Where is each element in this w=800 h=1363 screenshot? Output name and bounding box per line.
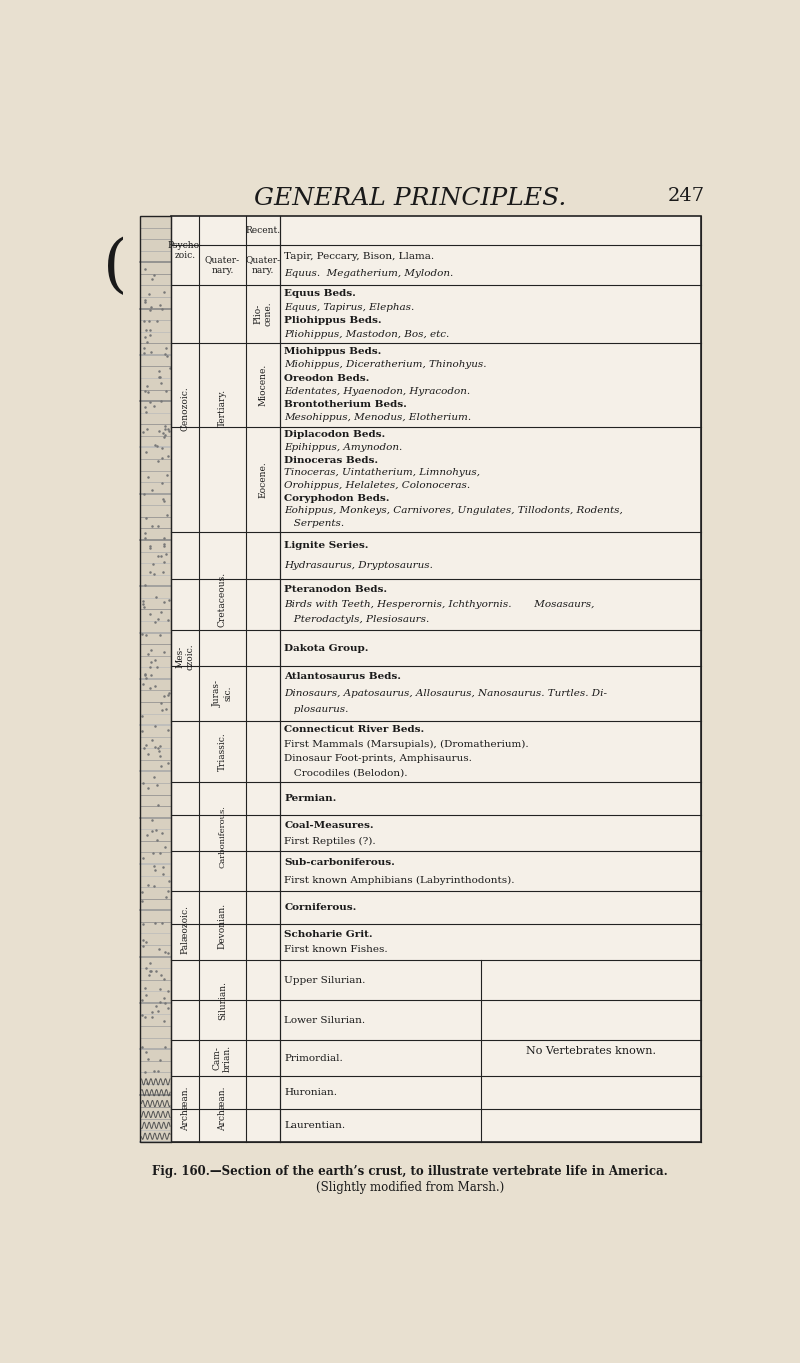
- Text: Devonian.: Devonian.: [218, 902, 227, 949]
- Text: Fig. 160.—Section of the earth’s crust, to illustrate vertebrate life in America: Fig. 160.—Section of the earth’s crust, …: [152, 1164, 668, 1178]
- Text: Pliohippus, Mastodon, Bos, etc.: Pliohippus, Mastodon, Bos, etc.: [284, 330, 450, 339]
- Text: (: (: [103, 237, 128, 298]
- Text: (Slightly modified from Marsh.): (Slightly modified from Marsh.): [316, 1182, 504, 1194]
- Text: Carboniferous.: Carboniferous.: [218, 806, 226, 868]
- Text: Miocene.: Miocene.: [258, 364, 267, 406]
- Text: First known Fishes.: First known Fishes.: [284, 946, 388, 954]
- Text: Permian.: Permian.: [284, 795, 337, 803]
- Text: Coryphodon Beds.: Coryphodon Beds.: [284, 493, 390, 503]
- Text: Schoharie Grit.: Schoharie Grit.: [284, 930, 373, 939]
- Text: Pteranodon Beds.: Pteranodon Beds.: [284, 585, 387, 593]
- Text: Corniferous.: Corniferous.: [284, 904, 357, 912]
- Text: Tertiary.: Tertiary.: [218, 390, 227, 428]
- Text: Equus.  Megatherium, Mylodon.: Equus. Megatherium, Mylodon.: [284, 270, 454, 278]
- Text: Dinosaurs, Apatosaurus, Allosaurus, Nanosaurus. Turtles. Di-: Dinosaurs, Apatosaurus, Allosaurus, Nano…: [284, 688, 607, 698]
- Text: Triassic.: Triassic.: [218, 732, 227, 771]
- Text: Silurian.: Silurian.: [218, 980, 227, 1020]
- Text: Eocene.: Eocene.: [258, 461, 267, 497]
- Text: Dinoceras Beds.: Dinoceras Beds.: [284, 455, 378, 465]
- Text: 247: 247: [667, 187, 705, 204]
- Text: Cam-
brian.: Cam- brian.: [213, 1044, 232, 1071]
- Text: Equus Beds.: Equus Beds.: [284, 289, 356, 298]
- Text: Dinosaur Foot-prints, Amphisaurus.: Dinosaur Foot-prints, Amphisaurus.: [284, 754, 472, 763]
- Text: Equus, Tapirus, Elephas.: Equus, Tapirus, Elephas.: [284, 303, 414, 312]
- Text: Dakota Group.: Dakota Group.: [284, 643, 369, 653]
- Text: plosaurus.: plosaurus.: [284, 706, 349, 714]
- Text: Quater-
nary.: Quater- nary.: [245, 255, 280, 275]
- Text: No Vertebrates known.: No Vertebrates known.: [526, 1045, 656, 1056]
- Text: Mes-
ozoic.: Mes- ozoic.: [175, 643, 195, 671]
- Text: Huronian.: Huronian.: [284, 1088, 337, 1097]
- Text: Epihippus, Amynodon.: Epihippus, Amynodon.: [284, 443, 402, 453]
- Text: Quater-
nary.: Quater- nary.: [205, 255, 240, 275]
- Text: First known Amphibians (Labyrinthodonts).: First known Amphibians (Labyrinthodonts)…: [284, 875, 514, 885]
- Text: First Mammals (Marsupials), (Dromatherium).: First Mammals (Marsupials), (Dromatheriu…: [284, 740, 529, 748]
- Text: Cenozoic.: Cenozoic.: [181, 386, 190, 431]
- Text: Archæan.: Archæan.: [181, 1086, 190, 1131]
- Bar: [140, 217, 171, 1142]
- Text: Sub-carboniferous.: Sub-carboniferous.: [284, 859, 395, 867]
- Text: Atlantosaurus Beds.: Atlantosaurus Beds.: [284, 672, 401, 682]
- Text: Serpents.: Serpents.: [284, 519, 344, 527]
- Bar: [171, 217, 702, 1142]
- Text: Oreodon Beds.: Oreodon Beds.: [284, 373, 370, 383]
- Text: Lower Silurian.: Lower Silurian.: [284, 1015, 366, 1025]
- Text: Orohippus, Helaletes, Colonoceras.: Orohippus, Helaletes, Colonoceras.: [284, 481, 470, 491]
- Text: Recent.: Recent.: [245, 226, 280, 234]
- Text: Plio-
cene.: Plio- cene.: [253, 301, 273, 326]
- Text: Miohippus, Diceratherium, Thinohyus.: Miohippus, Diceratherium, Thinohyus.: [284, 360, 486, 369]
- Text: Coal-Measures.: Coal-Measures.: [284, 821, 374, 830]
- Text: Palæozoic.: Palæozoic.: [181, 905, 190, 954]
- Text: Edentates, Hyaenodon, Hyracodon.: Edentates, Hyaenodon, Hyracodon.: [284, 387, 470, 397]
- Text: Upper Silurian.: Upper Silurian.: [284, 976, 366, 984]
- Text: Tapir, Peccary, Bison, Llama.: Tapir, Peccary, Bison, Llama.: [284, 252, 434, 260]
- Text: Crocodiles (Belodon).: Crocodiles (Belodon).: [284, 769, 408, 777]
- Text: Pterodactyls, Plesiosaurs.: Pterodactyls, Plesiosaurs.: [284, 615, 430, 624]
- Text: Mesohippus, Menodus, Elotherium.: Mesohippus, Menodus, Elotherium.: [284, 413, 471, 423]
- Bar: [140, 217, 171, 1142]
- Text: Birds with Teeth, Hesperornis, Ichthyornis.       Mosasaurs,: Birds with Teeth, Hesperornis, Ichthyorn…: [284, 600, 594, 609]
- Text: Eohippus, Monkeys, Carnivores, Ungulates, Tillodonts, Rodents,: Eohippus, Monkeys, Carnivores, Ungulates…: [284, 507, 623, 515]
- Text: Brontotherium Beds.: Brontotherium Beds.: [284, 401, 407, 409]
- Text: Cretaceous.: Cretaceous.: [218, 571, 227, 627]
- Text: GENERAL PRINCIPLES.: GENERAL PRINCIPLES.: [254, 187, 566, 210]
- Text: Juras-
sic.: Juras- sic.: [213, 680, 232, 707]
- Text: Diplacodon Beds.: Diplacodon Beds.: [284, 431, 386, 439]
- Text: Hydrasaurus, Dryptosaurus.: Hydrasaurus, Dryptosaurus.: [284, 562, 433, 570]
- Text: First Reptiles (?).: First Reptiles (?).: [284, 837, 376, 845]
- Text: Psycho-
zoic.: Psycho- zoic.: [168, 241, 203, 260]
- Text: Lignite Series.: Lignite Series.: [284, 541, 369, 549]
- Text: Laurentian.: Laurentian.: [284, 1120, 346, 1130]
- Text: Tinoceras, Uintatherium, Limnohyus,: Tinoceras, Uintatherium, Limnohyus,: [284, 469, 480, 477]
- Text: Primordial.: Primordial.: [284, 1054, 343, 1063]
- Text: Connecticut River Beds.: Connecticut River Beds.: [284, 725, 424, 735]
- Text: Archæan.: Archæan.: [218, 1086, 227, 1131]
- Text: Pliohippus Beds.: Pliohippus Beds.: [284, 316, 382, 326]
- Text: Miohippus Beds.: Miohippus Beds.: [284, 348, 382, 356]
